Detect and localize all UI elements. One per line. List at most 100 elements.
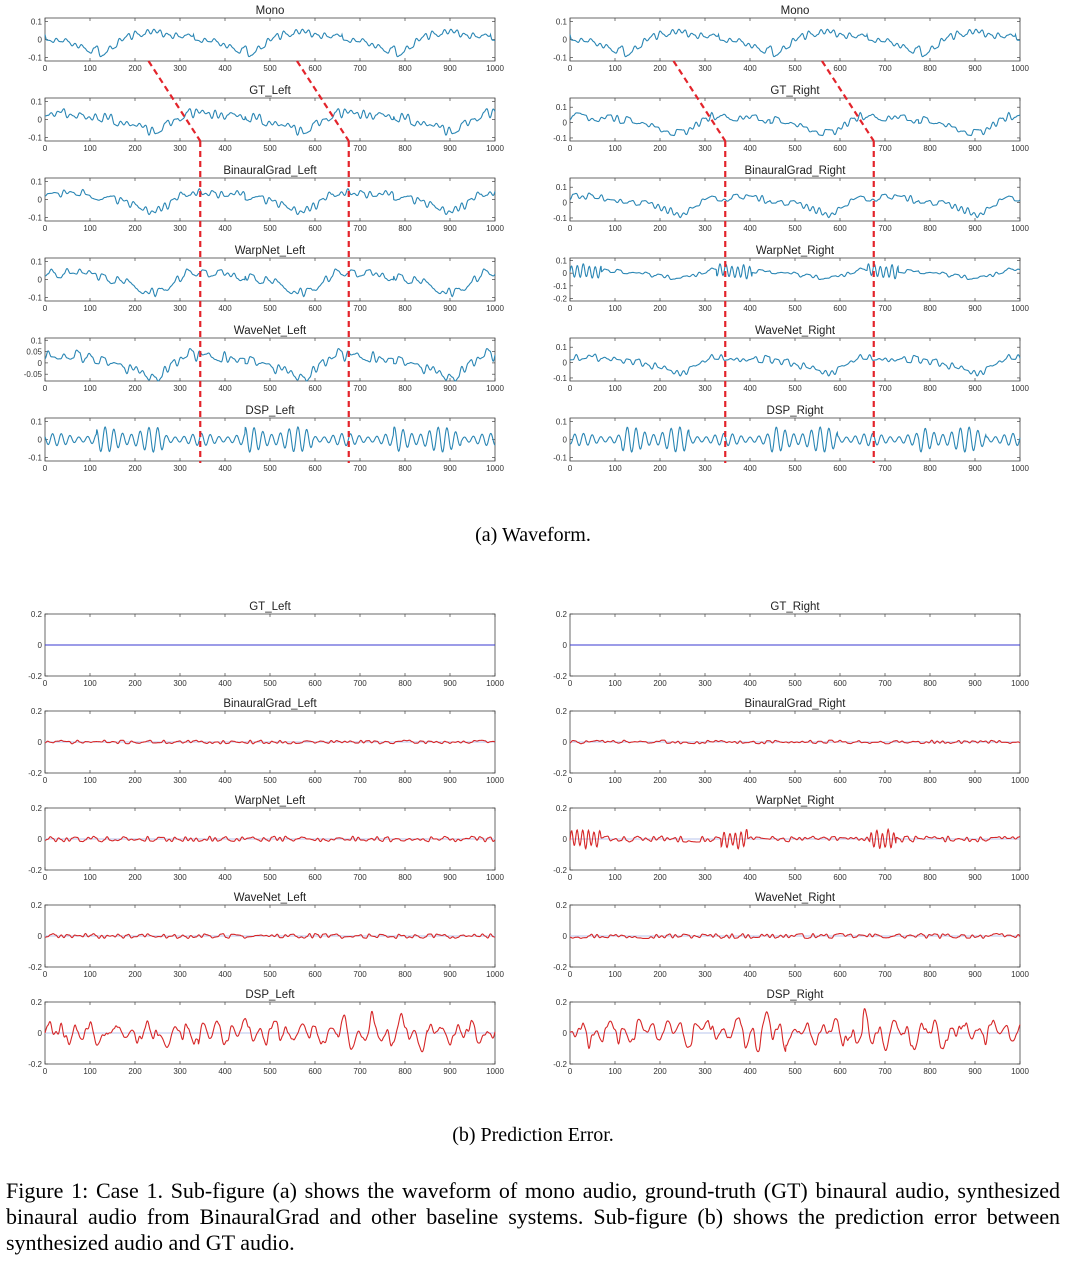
x-tick-label: 700	[353, 464, 367, 473]
x-tick-label: 500	[263, 873, 277, 882]
x-tick-label: 200	[128, 224, 142, 233]
x-tick-label: 800	[398, 873, 412, 882]
x-tick-label: 0	[43, 224, 48, 233]
y-tick-label: 0.2	[556, 998, 568, 1007]
x-tick-label: 300	[698, 873, 712, 882]
x-tick-label: 400	[218, 970, 232, 979]
x-tick-label: 800	[398, 464, 412, 473]
x-tick-label: 1000	[1011, 970, 1029, 979]
y-tick-label: 0	[38, 738, 43, 747]
y-tick-label: 0	[563, 738, 568, 747]
plot-area	[44, 97, 496, 142]
x-tick-label: 900	[968, 464, 982, 473]
x-tick-label: 800	[923, 464, 937, 473]
x-tick-label: 100	[83, 144, 97, 153]
x-tick-label: 0	[43, 144, 48, 153]
y-tick-label: 0.1	[556, 418, 568, 427]
panel-title: BinauralGrad_Left	[223, 698, 317, 710]
y-tick-label: -0.2	[553, 294, 567, 303]
x-tick-label: 1000	[486, 776, 504, 785]
plot-area	[44, 337, 496, 382]
x-tick-label: 700	[353, 224, 367, 233]
x-tick-label: 100	[608, 464, 622, 473]
x-tick-label: 200	[128, 679, 142, 688]
y-tick-label: 0.1	[556, 257, 568, 266]
x-tick-label: 0	[43, 384, 48, 393]
plot-area	[44, 257, 496, 302]
x-tick-label: 800	[398, 776, 412, 785]
x-tick-label: 600	[833, 464, 847, 473]
panel-title: WaveNet_Left	[234, 892, 307, 904]
x-tick-label: 300	[173, 144, 187, 153]
x-tick-label: 100	[608, 384, 622, 393]
x-tick-label: 500	[263, 384, 277, 393]
x-tick-label: 1000	[1011, 224, 1029, 233]
x-tick-label: 900	[443, 970, 457, 979]
x-tick-label: 200	[653, 304, 667, 313]
y-tick-label: 0	[563, 932, 568, 941]
y-tick-label: 0.2	[31, 998, 43, 1007]
y-tick-label: 0	[38, 276, 43, 285]
x-tick-label: 700	[878, 970, 892, 979]
x-tick-label: 100	[83, 224, 97, 233]
x-tick-label: 500	[263, 224, 277, 233]
y-tick-label: -0.1	[28, 213, 42, 222]
x-tick-label: 900	[968, 1067, 982, 1076]
x-tick-label: 700	[878, 224, 892, 233]
x-tick-label: 500	[263, 464, 277, 473]
x-tick-label: 800	[398, 144, 412, 153]
x-tick-label: 200	[653, 144, 667, 153]
x-tick-label: 700	[878, 384, 892, 393]
x-tick-label: 500	[788, 1067, 802, 1076]
y-tick-label: 0.2	[31, 804, 43, 813]
panel-title: Mono	[256, 5, 285, 17]
x-tick-label: 200	[128, 384, 142, 393]
panel-title: WaveNet_Right	[755, 325, 836, 337]
x-tick-label: 100	[608, 679, 622, 688]
y-tick-label: -0.2	[28, 672, 42, 681]
x-tick-label: 200	[653, 679, 667, 688]
x-tick-label: 200	[653, 224, 667, 233]
x-tick-label: 0	[43, 1067, 48, 1076]
x-tick-label: 400	[218, 304, 232, 313]
x-tick-label: 0	[568, 464, 573, 473]
x-tick-label: 900	[443, 873, 457, 882]
x-tick-label: 600	[308, 64, 322, 73]
x-tick-label: 400	[743, 776, 757, 785]
series-line	[569, 28, 1021, 58]
panel-title: BinauralGrad_Left	[223, 165, 317, 177]
x-tick-label: 300	[173, 970, 187, 979]
panel-title: WaveNet_Right	[755, 892, 836, 904]
x-tick-label: 500	[788, 679, 802, 688]
x-tick-label: 400	[743, 224, 757, 233]
y-tick-label: 0.2	[31, 901, 43, 910]
x-tick-label: 300	[698, 970, 712, 979]
x-tick-label: 1000	[486, 384, 504, 393]
x-tick-label: 500	[263, 970, 277, 979]
x-tick-label: 300	[698, 464, 712, 473]
x-tick-label: 0	[568, 679, 573, 688]
x-tick-label: 800	[398, 384, 412, 393]
series-line	[569, 426, 1021, 453]
x-tick-label: 1000	[1011, 873, 1029, 882]
y-tick-label: 0.1	[31, 178, 43, 187]
x-tick-label: 100	[608, 970, 622, 979]
x-tick-label: 600	[308, 304, 322, 313]
x-tick-label: 500	[263, 1067, 277, 1076]
y-tick-label: -0.2	[28, 963, 42, 972]
panel-title: DSP_Right	[767, 405, 825, 417]
x-tick-label: 100	[608, 304, 622, 313]
x-tick-label: 900	[968, 679, 982, 688]
y-tick-label: 0.2	[31, 610, 43, 619]
x-tick-label: 700	[353, 144, 367, 153]
x-tick-label: 500	[263, 144, 277, 153]
y-tick-label: -0.1	[28, 53, 42, 62]
x-tick-label: 100	[608, 1067, 622, 1076]
x-tick-label: 100	[83, 776, 97, 785]
x-tick-label: 500	[788, 304, 802, 313]
x-tick-label: 500	[263, 304, 277, 313]
